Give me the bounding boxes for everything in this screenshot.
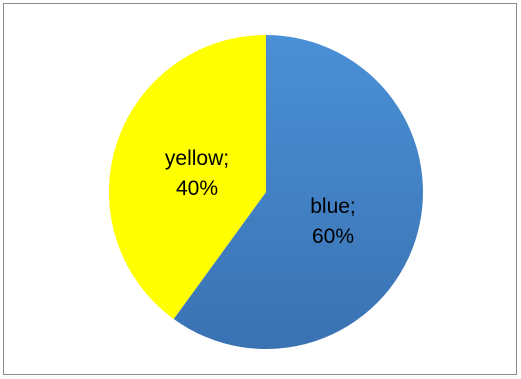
slice-label-yellow-name: yellow; [165, 147, 229, 170]
slice-label-blue-value: 60% [312, 225, 354, 248]
slice-label-blue-name: blue; [310, 195, 356, 218]
pie-slice-blue [173, 35, 424, 349]
pie-slice-yellow [109, 35, 267, 320]
slice-label-yellow-value: 40% [176, 177, 218, 200]
